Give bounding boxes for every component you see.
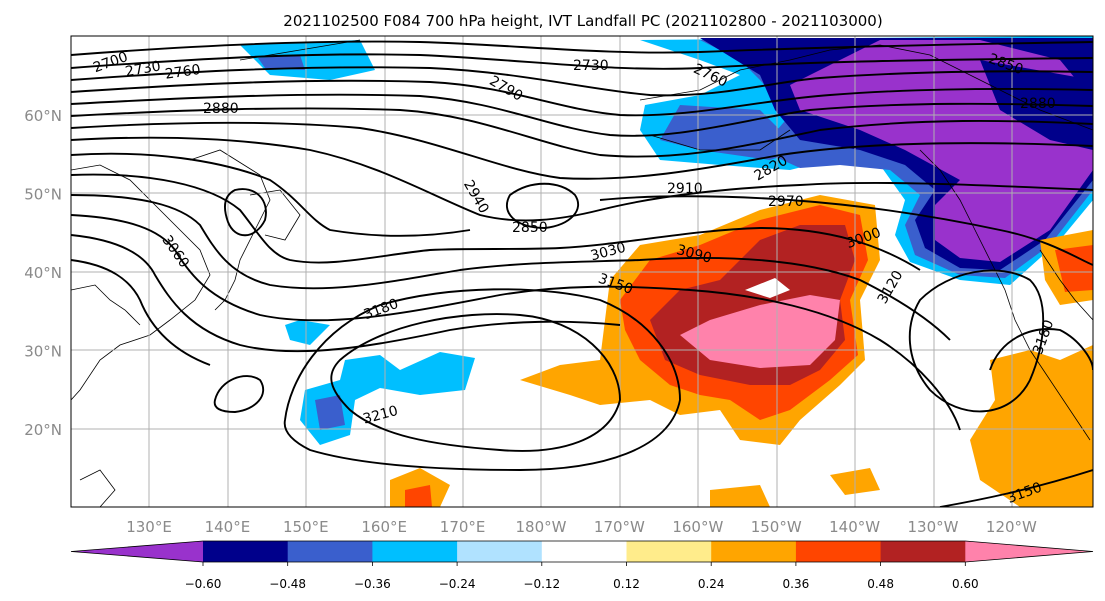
contour-label: 2730 xyxy=(573,58,609,74)
contour-label: 2850 xyxy=(512,220,548,236)
map-frame xyxy=(70,35,1094,508)
colorbar-segment xyxy=(795,541,882,562)
colorbar-tick-label: 0.60 xyxy=(952,577,979,591)
colorbar-segment xyxy=(457,541,543,562)
colorbar-tick-label: −0.36 xyxy=(354,577,391,591)
lon-tick-label: 170°E xyxy=(440,518,486,536)
coastlines xyxy=(71,39,1093,507)
colorbar-tick-label: 0.12 xyxy=(613,577,640,591)
contour-label: 2880 xyxy=(1020,96,1056,112)
colorbar-tick-label: −0.48 xyxy=(269,577,306,591)
contour-label: 2910 xyxy=(667,181,703,197)
contour-label: 2970 xyxy=(768,194,804,210)
colorbar-tick-label: −0.60 xyxy=(185,577,222,591)
colorbar: −0.60 −0.48 −0.36 −0.24 −0.12 0.12 0.24 0.36 0.4… xyxy=(70,540,1094,591)
colorbar-tick-label: −0.24 xyxy=(439,577,476,591)
colorbar-segment xyxy=(626,541,712,562)
ivt-negative-shading xyxy=(240,36,1093,445)
longitude-tick-labels: 130°E 140°E 150°E 160°E 170°E 180°W 170°W 160°W… xyxy=(126,518,1037,536)
lon-tick-label: 140°E xyxy=(205,518,251,536)
latitude-tick-labels: 60°N 50°N 40°N 30°N 20°N xyxy=(24,107,62,439)
figure-title: 2021102500 F084 700 hPa height, IVT Land… xyxy=(283,12,882,30)
contour-label: 2730 xyxy=(124,58,162,80)
lon-tick-label: 180°W xyxy=(516,518,567,536)
contour-label: 2880 xyxy=(203,101,239,117)
lat-tick-label: 60°N xyxy=(24,107,62,125)
ivt-positive-shading xyxy=(390,195,1093,507)
colorbar-tick-label: −0.12 xyxy=(523,577,560,591)
contour-label: 2760 xyxy=(164,62,202,83)
map-area: 2700 2730 2760 2790 2730 2760 2850 2880 … xyxy=(71,36,1093,507)
lon-tick-label: 160°W xyxy=(672,518,723,536)
colorbar-segment xyxy=(372,541,458,562)
colorbar-segment xyxy=(203,541,289,562)
lon-tick-label: 170°W xyxy=(594,518,645,536)
lon-tick-label: 150°E xyxy=(283,518,329,536)
lon-tick-label: 130°E xyxy=(126,518,172,536)
colorbar-extend-low xyxy=(71,541,203,562)
colorbar-segment xyxy=(880,541,966,562)
colorbar-segment xyxy=(287,541,373,562)
height-contours xyxy=(71,40,1093,507)
lon-tick-label: 120°W xyxy=(986,518,1037,536)
lat-tick-label: 40°N xyxy=(24,264,62,282)
colorbar-segment xyxy=(541,541,627,562)
lon-tick-label: 130°W xyxy=(908,518,959,536)
graticule xyxy=(71,36,1093,507)
lat-tick-label: 30°N xyxy=(24,343,62,361)
lat-tick-label: 20°N xyxy=(24,421,62,439)
colorbar-segment xyxy=(711,541,797,562)
lon-tick-label: 150°W xyxy=(751,518,802,536)
lon-tick-label: 140°W xyxy=(829,518,880,536)
colorbar-extend-high xyxy=(965,541,1093,562)
colorbar-tick-label: 0.24 xyxy=(698,577,725,591)
lat-tick-label: 50°N xyxy=(24,186,62,204)
colorbar-tick-label: 0.48 xyxy=(867,577,894,591)
lon-tick-label: 160°E xyxy=(361,518,407,536)
colorbar-tick-label: 0.36 xyxy=(783,577,810,591)
